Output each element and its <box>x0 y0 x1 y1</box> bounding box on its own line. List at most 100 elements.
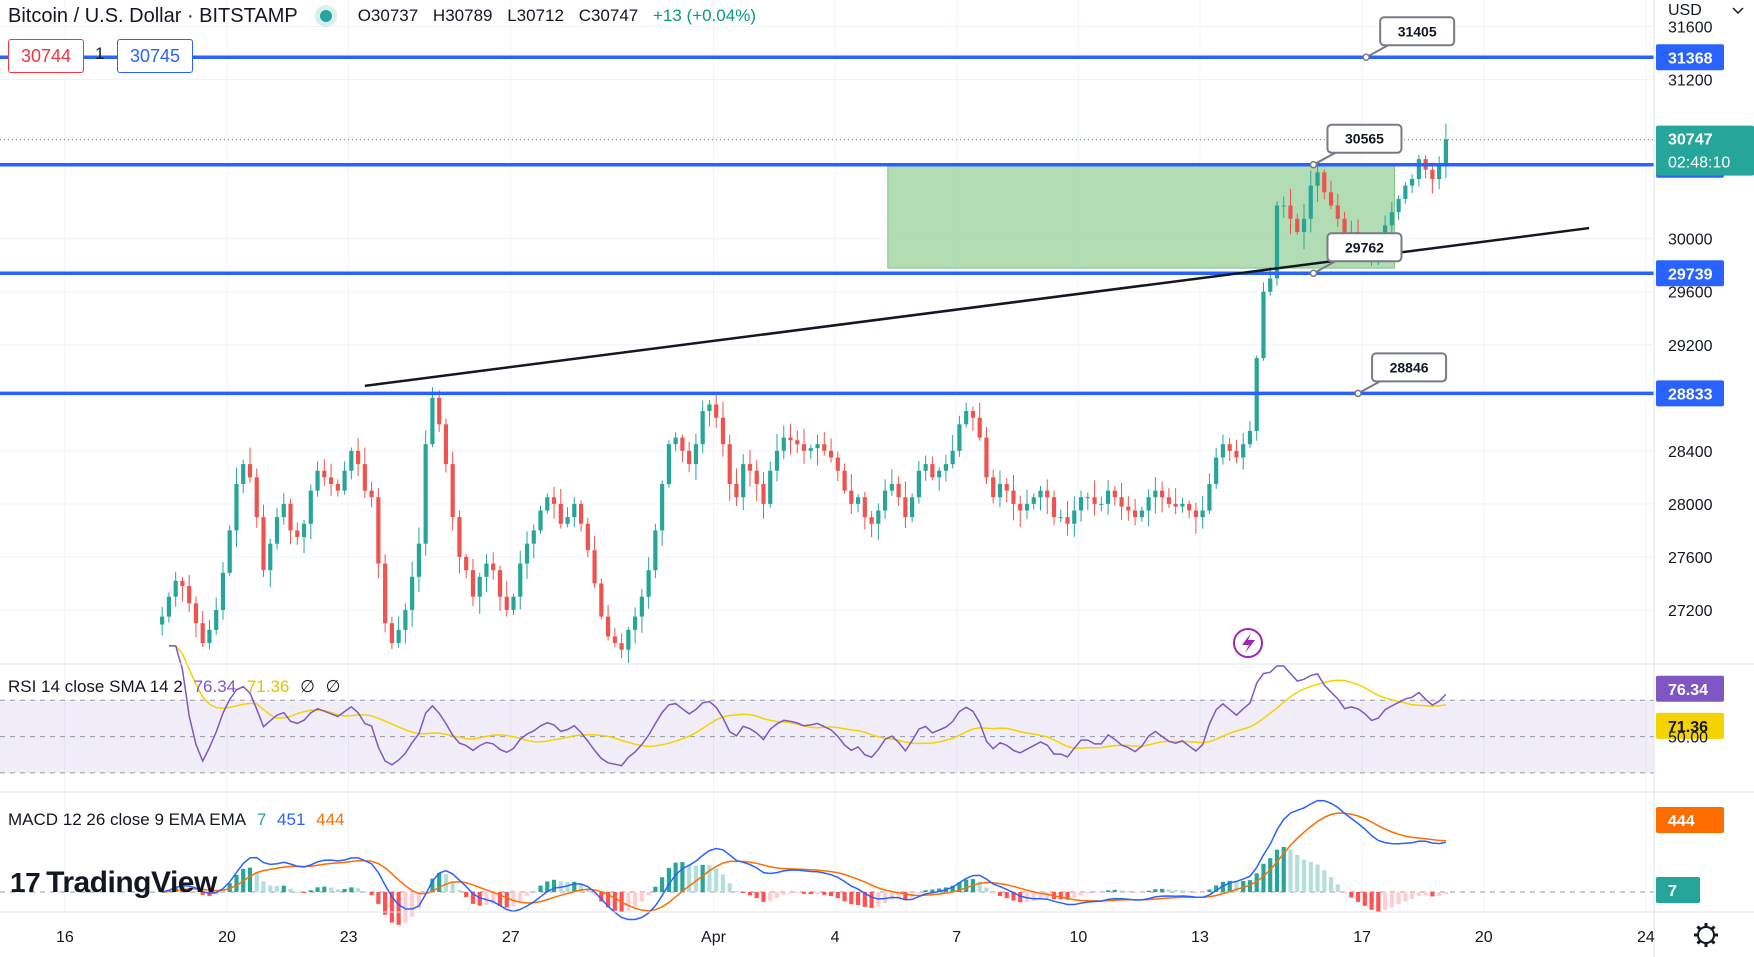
candle[interactable] <box>1045 479 1050 514</box>
candle[interactable] <box>774 433 780 482</box>
candle[interactable] <box>396 616 401 648</box>
candle[interactable] <box>599 578 604 620</box>
candle[interactable] <box>761 472 766 519</box>
candle[interactable] <box>227 525 232 577</box>
candle[interactable] <box>1214 448 1219 489</box>
candle[interactable] <box>430 387 435 448</box>
candle[interactable] <box>997 470 1003 508</box>
candle[interactable] <box>862 491 867 530</box>
candle[interactable] <box>220 562 226 620</box>
candle[interactable] <box>166 592 172 623</box>
candle[interactable] <box>362 447 367 499</box>
candle[interactable] <box>977 402 982 441</box>
candle[interactable] <box>234 467 239 548</box>
candle[interactable] <box>855 494 861 513</box>
level-price-tag[interactable]: 28833 <box>1656 380 1724 407</box>
candle[interactable] <box>801 428 807 465</box>
candle[interactable] <box>1180 497 1185 513</box>
gear-icon[interactable] <box>1694 923 1718 947</box>
sell-price-button[interactable]: 30744 <box>8 39 84 73</box>
candle[interactable] <box>781 425 786 460</box>
candle[interactable] <box>1308 170 1313 233</box>
candle[interactable] <box>734 468 739 506</box>
candle[interactable] <box>1220 434 1226 465</box>
candle[interactable] <box>1288 188 1293 235</box>
candle[interactable] <box>910 493 915 523</box>
price-callout[interactable]: 31405 <box>1362 16 1456 62</box>
candle[interactable] <box>1085 492 1090 511</box>
candle[interactable] <box>869 511 874 538</box>
candle[interactable] <box>524 531 530 579</box>
rsi-line[interactable] <box>168 645 1447 767</box>
candle[interactable] <box>389 616 394 650</box>
candle[interactable] <box>896 476 901 506</box>
candle[interactable] <box>1031 493 1036 510</box>
candle[interactable] <box>1004 477 1009 503</box>
candle[interactable] <box>619 633 624 659</box>
macd-signal-line[interactable] <box>162 812 1446 912</box>
candle[interactable] <box>1024 489 1030 520</box>
level-price-tag[interactable]: 29739 <box>1656 260 1724 287</box>
candle[interactable] <box>646 557 651 609</box>
candle[interactable] <box>1160 481 1165 513</box>
candle[interactable] <box>680 434 685 463</box>
candle[interactable] <box>477 572 482 614</box>
candle[interactable] <box>335 479 340 497</box>
candle[interactable] <box>1092 480 1097 516</box>
candle[interactable] <box>605 604 611 641</box>
candle[interactable] <box>491 552 496 580</box>
candle[interactable] <box>835 451 840 482</box>
candle[interactable] <box>1423 154 1428 179</box>
candle[interactable] <box>416 527 421 593</box>
candle[interactable] <box>200 610 205 647</box>
candle[interactable] <box>497 565 503 611</box>
candle[interactable] <box>822 431 827 456</box>
candle[interactable] <box>450 451 455 531</box>
candle[interactable] <box>883 479 888 519</box>
candle[interactable] <box>403 603 408 644</box>
candle[interactable] <box>241 459 246 494</box>
candle[interactable] <box>1038 486 1043 511</box>
candle[interactable] <box>484 554 489 593</box>
candle[interactable] <box>876 503 881 540</box>
candle[interactable] <box>903 481 908 529</box>
candle[interactable] <box>943 454 949 482</box>
candle[interactable] <box>1153 476 1158 514</box>
rsi-legend[interactable]: RSI 14 close SMA 14 2 76.34 71.36 ∅ ∅ <box>8 677 346 697</box>
candle[interactable] <box>173 571 178 607</box>
macd-line[interactable] <box>162 799 1447 921</box>
price-callout[interactable]: 29762 <box>1309 232 1403 278</box>
candle[interactable] <box>261 504 266 577</box>
candle[interactable] <box>187 574 192 612</box>
candle[interactable] <box>828 438 834 463</box>
candle[interactable] <box>545 493 550 514</box>
candle[interactable] <box>1234 439 1239 464</box>
candle[interactable] <box>991 469 996 504</box>
candle[interactable] <box>531 524 536 559</box>
candle[interactable] <box>673 432 678 452</box>
candle[interactable] <box>274 507 280 550</box>
rsi-sma-line[interactable] <box>168 645 1446 750</box>
candle[interactable] <box>1011 475 1016 521</box>
candle[interactable] <box>376 488 381 579</box>
candle[interactable] <box>916 461 921 504</box>
candle[interactable] <box>633 607 638 644</box>
current-price-tag[interactable]: 30747 02:48:10 <box>1656 125 1754 176</box>
candle[interactable] <box>1187 500 1192 519</box>
price-callout[interactable]: 30565 <box>1309 123 1403 169</box>
candle[interactable] <box>383 554 388 633</box>
candle[interactable] <box>747 449 753 487</box>
candle[interactable] <box>369 481 374 508</box>
candle[interactable] <box>356 438 361 477</box>
candle[interactable] <box>328 463 334 497</box>
candle[interactable] <box>254 468 259 528</box>
candle[interactable] <box>423 430 428 556</box>
candle[interactable] <box>1078 490 1084 522</box>
candle[interactable] <box>538 505 543 534</box>
candle[interactable] <box>1261 282 1266 361</box>
candle[interactable] <box>1247 421 1253 449</box>
candle[interactable] <box>180 576 185 602</box>
candle[interactable] <box>349 447 354 480</box>
candle[interactable] <box>301 519 307 554</box>
buy-price-button[interactable]: 30745 <box>117 39 193 73</box>
